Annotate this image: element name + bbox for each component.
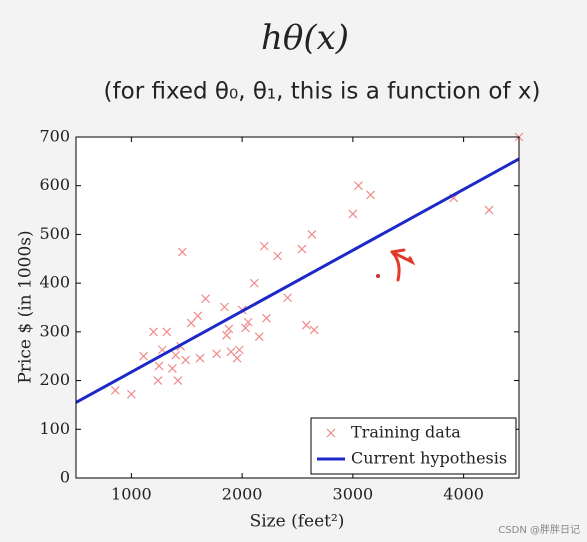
y-tick-label: 300 [39, 321, 70, 340]
scatter-point [243, 317, 253, 327]
scatter-point [110, 385, 120, 395]
scatter-point [309, 325, 319, 335]
scatter-point [249, 278, 259, 288]
scatter-point [301, 320, 311, 330]
scatter-point [241, 323, 250, 333]
hypothesis-line [75, 157, 520, 404]
scatter-point [167, 363, 177, 373]
y-tick-label: 600 [39, 175, 70, 194]
watermark: CSDN @胖胖日记 [498, 524, 580, 536]
legend-box [310, 417, 517, 475]
legend-label: Current hypothesis [351, 449, 507, 468]
scatter-point [307, 230, 317, 239]
scatter-point [297, 244, 307, 254]
scatter-point [181, 355, 191, 365]
legend-label: Training data [351, 423, 461, 442]
scatter-point [162, 327, 172, 337]
scatter-point [234, 345, 244, 355]
scatter-point [348, 209, 358, 219]
pen-dot [376, 274, 380, 278]
scatter-point [219, 302, 229, 312]
scatter-point [149, 327, 158, 337]
title: hθ(x) [261, 18, 349, 58]
y-tick-label: 400 [39, 273, 70, 292]
scatter-point [195, 353, 205, 363]
legend-marker [326, 428, 336, 438]
annotation-arrow [390, 248, 416, 282]
y-axis-label: Price $ (in 1000s) [16, 230, 36, 383]
x-tick-label: 1000 [111, 485, 152, 504]
scatter-point [201, 294, 211, 304]
y-tick-label: 700 [39, 127, 70, 146]
scatter-point [222, 330, 232, 340]
scatter-point [186, 318, 196, 328]
scatter-point [173, 376, 183, 385]
scatter-point [212, 349, 222, 359]
y-tick-label: 500 [39, 224, 70, 243]
scatter-point [353, 181, 363, 191]
scatter-point [193, 311, 203, 321]
scatter-point [139, 351, 148, 361]
scatter-point [273, 251, 282, 261]
plot-frame [75, 136, 520, 479]
scatter-point [262, 313, 271, 323]
scatter-point [254, 332, 264, 342]
x-tick-label: 2000 [222, 485, 263, 504]
scatter-point [153, 376, 163, 385]
scatter-point [283, 293, 292, 303]
scatter-point [232, 353, 242, 363]
x-tick-label: 3000 [333, 485, 374, 504]
scatter-point [484, 205, 494, 215]
scatter-point [259, 241, 269, 251]
y-tick-label: 0 [60, 468, 70, 487]
x-tick-label: 4000 [443, 485, 484, 504]
scatter-point [224, 324, 234, 334]
scatter-point [171, 350, 181, 360]
scatter-point [177, 247, 187, 257]
scatter-point [366, 190, 376, 200]
scatter-point [126, 389, 136, 399]
y-tick-label: 100 [39, 419, 70, 438]
y-tick-label: 200 [39, 370, 70, 389]
subtitle: (for fixed θ₀, θ₁, this is a function of… [104, 79, 541, 105]
x-axis-label: Size (feet²) [250, 512, 345, 532]
scatter-point [154, 361, 164, 371]
